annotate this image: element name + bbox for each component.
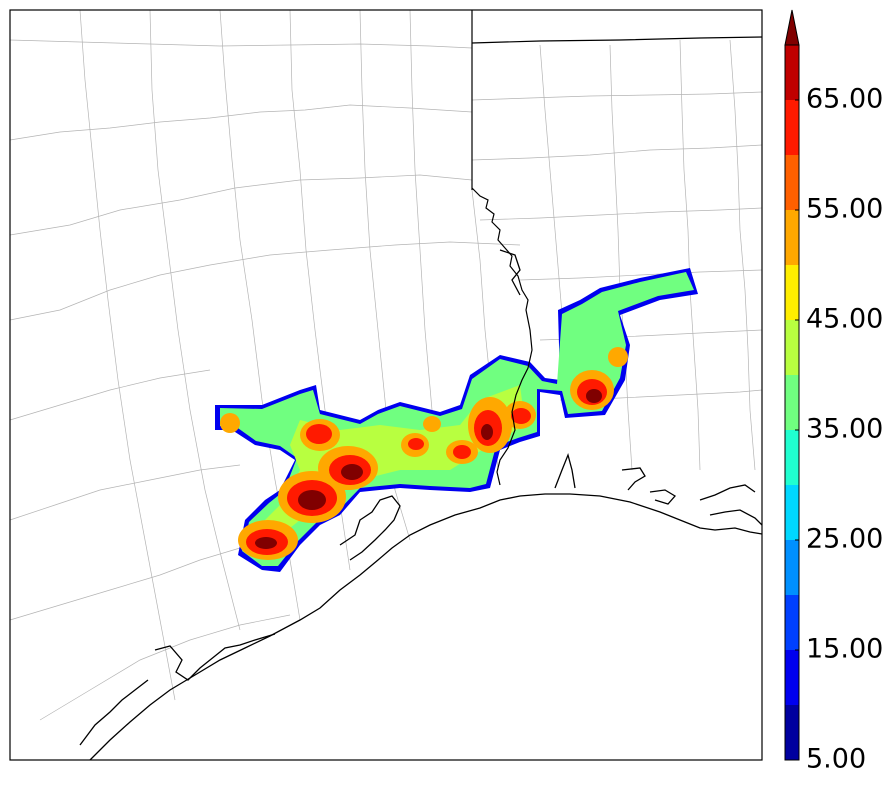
colorbar-extend-arrow (784, 9, 800, 46)
county-line (39, 614, 291, 721)
state-borders (471, 10, 763, 486)
colorbar-frame (784, 44, 800, 761)
county-line (9, 547, 241, 621)
map-frame (9, 9, 763, 761)
coastal-lagoon (79, 679, 149, 746)
county-line (9, 104, 473, 141)
toledo-bend-reservoir (499, 249, 521, 296)
precip-cell (423, 416, 441, 432)
colorbar-tick-label: 65.00 (806, 84, 883, 115)
precipitation-field (215, 268, 698, 572)
coastal-lake (709, 509, 763, 526)
colorbar-tick-label: 35.00 (806, 414, 883, 445)
county-line (609, 44, 633, 471)
precip-cell (341, 464, 363, 480)
coastal-lake (649, 489, 677, 505)
state-border-sabine (471, 187, 533, 486)
colorbar-tick-label: 5.00 (806, 744, 866, 775)
colorbar-band-20 (785, 540, 799, 595)
colorbar-band-10 (785, 650, 799, 705)
precip-cell (453, 445, 471, 459)
county-line (9, 241, 521, 321)
colorbar-ticks (795, 99, 799, 761)
colorbar-band-35 (785, 375, 799, 430)
county-line (9, 369, 211, 421)
county-line (679, 39, 701, 471)
coastal-lake (621, 467, 646, 491)
county-line (519, 269, 763, 281)
galveston-bay (339, 495, 401, 561)
state-border-ar-la (471, 36, 763, 44)
colorbar-band-60 (785, 100, 799, 155)
colorbar-bands (785, 45, 799, 760)
colorbar-labels: 5.00 15.00 25.00 35.00 45.00 55.00 65.00 (806, 84, 883, 775)
matagorda-bay (154, 633, 276, 681)
precip-cell (408, 438, 424, 450)
colorbar-band-25 (785, 485, 799, 540)
county-line (9, 39, 473, 49)
county-line (729, 39, 756, 471)
coastal-lake (699, 484, 756, 501)
coastline (79, 249, 763, 761)
precip-cell (481, 424, 493, 440)
precip-cell (586, 389, 602, 403)
colorbar-band-40 (785, 320, 799, 375)
precip-contour-70 (255, 389, 602, 549)
colorbar-band-15 (785, 595, 799, 650)
map-panel (9, 9, 763, 761)
colorbar-band-45 (785, 265, 799, 320)
colorbar-tick-label: 55.00 (806, 194, 883, 225)
colorbar-band-5 (785, 705, 799, 760)
county-line (479, 207, 763, 221)
precip-cell (608, 347, 628, 367)
gulf-coastline (89, 493, 763, 761)
precip-cell (220, 413, 240, 433)
colorbar-band-50 (785, 210, 799, 265)
colorbar-tick-label: 45.00 (806, 304, 883, 335)
county-line (471, 144, 763, 161)
colorbar-tick-label: 15.00 (806, 634, 883, 665)
precip-cell (306, 424, 332, 444)
colorbar-band-30 (785, 430, 799, 485)
precip-cell (298, 490, 326, 510)
calcasieu-lake (554, 452, 576, 489)
county-line (149, 9, 241, 631)
county-line (79, 9, 176, 701)
county-line (471, 91, 763, 101)
county-line (9, 464, 241, 521)
precip-cell (255, 537, 277, 549)
colorbar-band-55 (785, 155, 799, 210)
precip-cell (511, 408, 531, 424)
colorbar: 5.00 15.00 25.00 35.00 45.00 55.00 65.00 (784, 9, 883, 775)
colorbar-band-65 (785, 45, 799, 100)
colorbar-tick-label: 25.00 (806, 524, 883, 555)
map-background (10, 10, 762, 760)
